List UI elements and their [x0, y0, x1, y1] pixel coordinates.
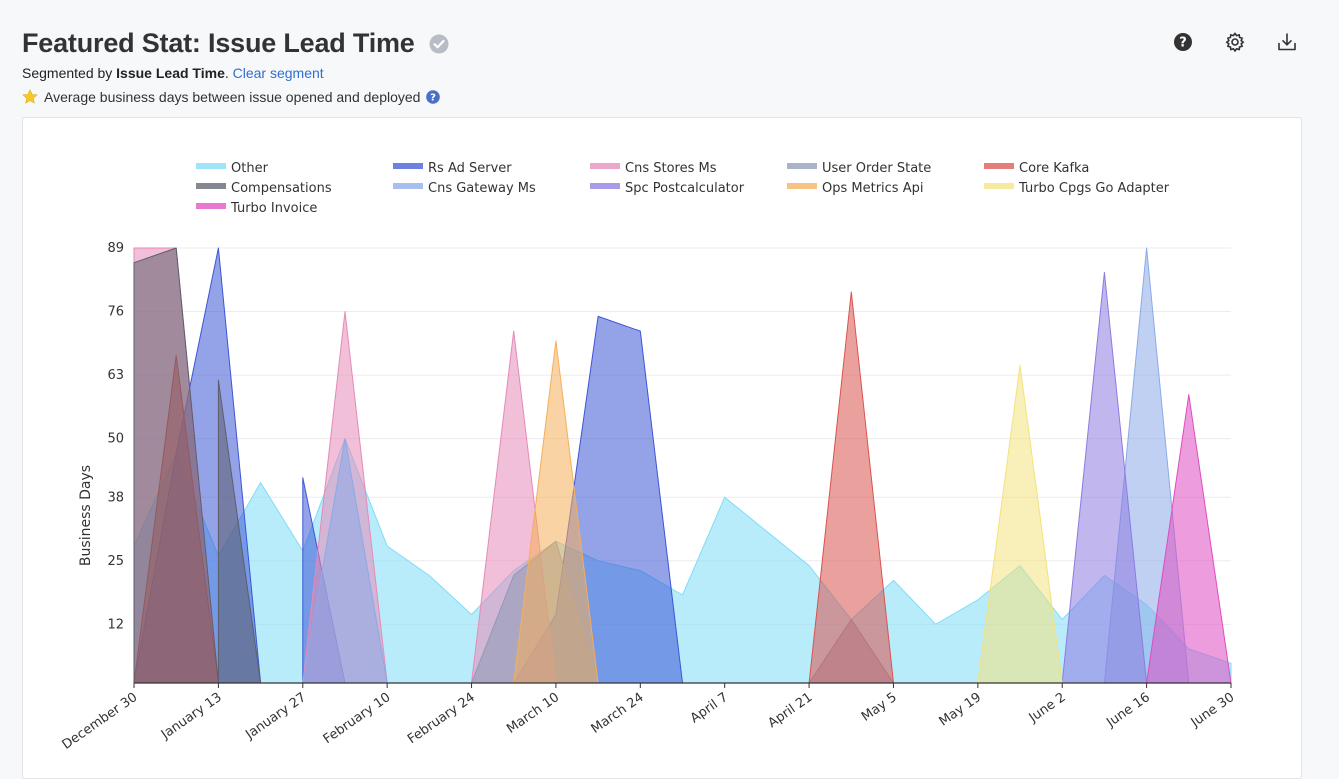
description-text: Average business days between issue open… — [44, 89, 421, 105]
legend-swatch — [196, 183, 226, 189]
legend-label: Ops Metrics Api — [822, 181, 923, 196]
legend-label: User Order State — [822, 161, 931, 176]
legend-item[interactable]: Cns Gateway Ms — [393, 181, 536, 196]
series-area-turbo-cpgs-go-adapter[interactable] — [977, 364, 1063, 684]
x-tick-label: January 13 — [158, 690, 225, 743]
legend-item[interactable]: Spc Postcalculator — [590, 181, 745, 196]
y-tick-label: 89 — [107, 241, 124, 256]
x-tick-label: June 2 — [1026, 690, 1069, 726]
y-axis: 12 25 38 50 63 76 89 Business Days — [78, 241, 124, 632]
segment-prefix: Segmented by — [22, 65, 117, 81]
x-tick-label: April 7 — [688, 690, 731, 726]
help-icon[interactable]: ? — [1173, 32, 1193, 52]
legend-swatch — [787, 163, 817, 169]
segment-line: Segmented by Issue Lead Time. Clear segm… — [22, 65, 324, 81]
title-row: Featured Stat: Issue Lead Time — [22, 28, 449, 59]
segment-suffix: . — [224, 65, 233, 81]
page-title: Featured Stat: Issue Lead Time — [22, 28, 415, 58]
series-area-compensations[interactable] — [133, 247, 262, 684]
legend-label: Turbo Invoice — [230, 201, 317, 216]
x-tick-label: June 16 — [1103, 690, 1153, 731]
y-tick-label: 63 — [107, 368, 124, 383]
x-tick-label: December 30 — [60, 690, 141, 753]
legend-item[interactable]: Cns Stores Ms — [590, 161, 717, 176]
legend-swatch — [196, 203, 226, 209]
legend-swatch — [590, 183, 620, 189]
legend-label: Cns Stores Ms — [625, 161, 717, 176]
y-tick-label: 38 — [107, 490, 124, 505]
legend-item[interactable]: User Order State — [787, 161, 931, 176]
toolbar: ? — [1173, 32, 1297, 52]
area-chart: 12 25 38 50 63 76 89 Business Days December 30 Ja… — [60, 161, 1238, 753]
check-circle-icon — [429, 34, 449, 53]
chart-card: 12 25 38 50 63 76 89 Business Days December 30 Ja… — [22, 117, 1302, 779]
svg-text:?: ? — [1179, 36, 1187, 51]
legend-swatch — [196, 163, 226, 169]
legend-item[interactable]: Core Kafka — [984, 161, 1089, 176]
y-tick-label: 76 — [107, 305, 124, 320]
legend-label: Cns Gateway Ms — [428, 181, 536, 196]
legend-swatch — [590, 163, 620, 169]
x-tick-label: May 19 — [937, 690, 985, 730]
legend-item[interactable]: Rs Ad Server — [393, 161, 512, 176]
legend-label: Other — [231, 161, 269, 176]
x-tick-label: March 24 — [589, 690, 647, 737]
legend-swatch — [393, 183, 423, 189]
settings-icon[interactable] — [1225, 32, 1245, 52]
legend-label: Spc Postcalculator — [625, 181, 745, 196]
download-icon[interactable] — [1277, 32, 1297, 52]
clear-segment-link[interactable]: Clear segment — [232, 65, 324, 81]
legend-swatch — [984, 163, 1014, 169]
legend-swatch — [393, 163, 423, 169]
legend-swatch — [984, 183, 1014, 189]
question-circle-icon[interactable]: ? — [426, 90, 441, 104]
stat-description: Average business days between issue open… — [22, 89, 441, 105]
legend-item[interactable]: Turbo Invoice — [196, 201, 317, 216]
x-tick-label: April 21 — [765, 690, 815, 731]
legend-label: Core Kafka — [1019, 161, 1089, 176]
y-tick-label: 50 — [107, 432, 124, 447]
legend-label: Turbo Cpgs Go Adapter — [1018, 181, 1170, 196]
x-axis: December 30 January 13 January 27 February … — [60, 683, 1238, 753]
x-tick-label: May 5 — [859, 690, 900, 725]
y-tick-label: 12 — [107, 617, 124, 632]
x-tick-label: February 24 — [405, 690, 478, 747]
x-tick-label: January 27 — [242, 690, 309, 743]
legend-item[interactable]: Compensations — [196, 181, 332, 196]
x-tick-label: February 10 — [321, 690, 394, 747]
x-tick-label: March 10 — [504, 690, 562, 737]
legend-item[interactable]: Ops Metrics Api — [787, 181, 923, 196]
legend-swatch — [787, 183, 817, 189]
series-areas — [133, 247, 1232, 684]
legend: Other Rs Ad Server Cns Stores Ms User Order… — [196, 161, 1170, 216]
svg-text:?: ? — [431, 93, 437, 104]
legend-label: Rs Ad Server — [428, 161, 512, 176]
y-tick-label: 25 — [107, 554, 124, 569]
segment-name: Issue Lead Time — [116, 65, 225, 81]
legend-label: Compensations — [231, 181, 332, 196]
x-tick-label: June 30 — [1188, 690, 1238, 731]
legend-item[interactable]: Other — [196, 161, 269, 176]
y-axis-title: Business Days — [78, 465, 94, 566]
legend-item[interactable]: Turbo Cpgs Go Adapter — [984, 181, 1170, 196]
star-icon — [22, 89, 38, 104]
